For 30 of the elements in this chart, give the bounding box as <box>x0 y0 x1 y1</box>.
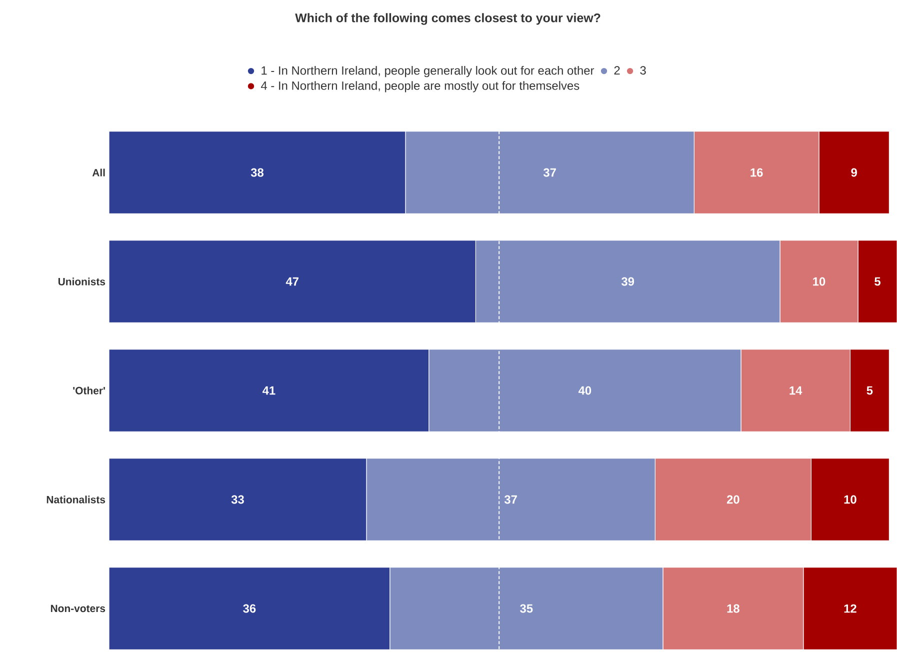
data-label: 12 <box>844 604 856 613</box>
data-label: 37 <box>543 168 556 177</box>
y-tick-label: All <box>92 168 105 176</box>
y-tick-label: Unionists <box>58 278 106 286</box>
data-label: 40 <box>578 386 592 395</box>
data-label: 36 <box>243 604 256 613</box>
data-label: 10 <box>813 277 826 286</box>
data-label: 5 <box>866 386 873 395</box>
y-tick-label: Non-voters <box>50 604 106 612</box>
chart-title: Which of the following comes closest to your view? <box>295 13 600 25</box>
y-tick-label: Nationalists <box>46 496 106 504</box>
legend-label: 2 <box>614 66 620 74</box>
legend-label: 3 <box>640 66 646 75</box>
data-label: 9 <box>851 168 857 177</box>
legend-label: 4 - In Northern Ireland, people are mostly out for themselves <box>260 81 580 92</box>
data-label: 14 <box>790 386 802 395</box>
data-label: 18 <box>727 604 740 613</box>
data-label: 33 <box>231 495 244 504</box>
y-tick-label: 'Other' <box>73 386 105 394</box>
data-label: 10 <box>844 495 856 504</box>
data-label: 38 <box>250 168 264 177</box>
legend-label: 1 - In Northern Ireland, people generally look out for each other <box>262 66 594 78</box>
data-label: 41 <box>262 386 276 395</box>
data-label: 35 <box>520 604 533 613</box>
data-label: 47 <box>286 277 298 286</box>
data-label: 20 <box>726 495 740 504</box>
data-label: 37 <box>504 495 517 504</box>
data-label: 16 <box>750 168 763 177</box>
data-label: 39 <box>621 277 634 286</box>
data-label: 5 <box>874 277 880 286</box>
